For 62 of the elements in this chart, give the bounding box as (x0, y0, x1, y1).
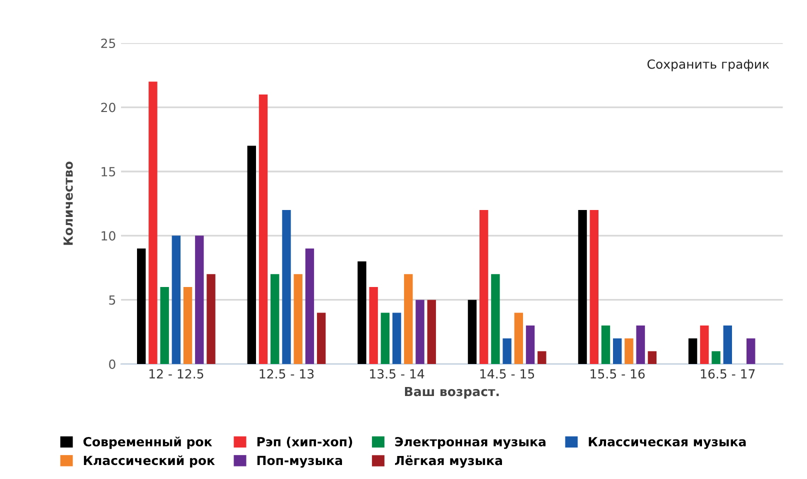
legend-label: Классическая музыка (588, 437, 746, 449)
x-tick-label: 12 - 12.5 (149, 369, 204, 379)
x-tick-label: 15.5 - 16 (590, 369, 645, 379)
bar (172, 236, 181, 364)
legend-label: Электронная музыка (395, 436, 546, 449)
x-tick-label: 14.5 - 15 (480, 369, 534, 379)
bar (746, 338, 756, 364)
bar (578, 210, 587, 364)
bar (712, 351, 720, 364)
x-tick-label: 13.5 - 14 (370, 369, 424, 379)
bar (613, 338, 622, 364)
y-axis-title: Количество (64, 162, 73, 245)
bar (491, 274, 500, 364)
bar (700, 326, 709, 364)
bar (526, 326, 535, 364)
annotation: Сохранить график (647, 59, 770, 72)
bar (416, 300, 424, 364)
bar (247, 146, 256, 364)
bar (624, 338, 634, 364)
bar (601, 326, 610, 364)
bar (183, 287, 192, 364)
bar (369, 287, 378, 364)
y-tick-label: 25 (101, 38, 116, 48)
bar (514, 312, 524, 364)
bar (688, 338, 698, 364)
bar (148, 82, 158, 364)
x-tick-label: 12.5 - 13 (260, 369, 314, 379)
bar (392, 312, 402, 364)
y-tick-label: 10 (102, 231, 116, 241)
bar (305, 248, 314, 364)
bar (590, 210, 598, 364)
bar (479, 210, 488, 364)
legend-label: Рэп (хип-хоп) (257, 436, 352, 448)
y-tick-label: 15 (102, 167, 116, 176)
bar (648, 351, 657, 364)
bar (404, 274, 413, 364)
y-tick-label: 20 (101, 102, 116, 112)
bar (258, 94, 268, 364)
bar (502, 338, 512, 364)
bar (294, 274, 302, 364)
bar (723, 326, 732, 364)
bar (427, 300, 436, 364)
legend-label: Современный рок (83, 436, 212, 449)
legend-label: Лёгкая музыка (395, 455, 502, 468)
x-tick-label: 16.5 - 17 (700, 369, 755, 379)
bar (358, 261, 366, 364)
bar (380, 312, 390, 364)
bar (282, 210, 291, 364)
bar (137, 248, 146, 364)
legend-label: Поп-музыка (257, 456, 342, 468)
bar (160, 287, 169, 364)
bar (636, 326, 645, 364)
bar (206, 274, 216, 364)
y-tick-label: 0 (109, 360, 116, 369)
bar (270, 274, 280, 364)
bar (538, 351, 546, 364)
bar (468, 300, 477, 364)
legend-label: Классический рок (84, 455, 215, 468)
bar (195, 236, 204, 364)
bar (316, 312, 326, 364)
x-axis-title: Ваш возраст. (405, 386, 499, 399)
y-tick-label: 5 (109, 295, 116, 305)
